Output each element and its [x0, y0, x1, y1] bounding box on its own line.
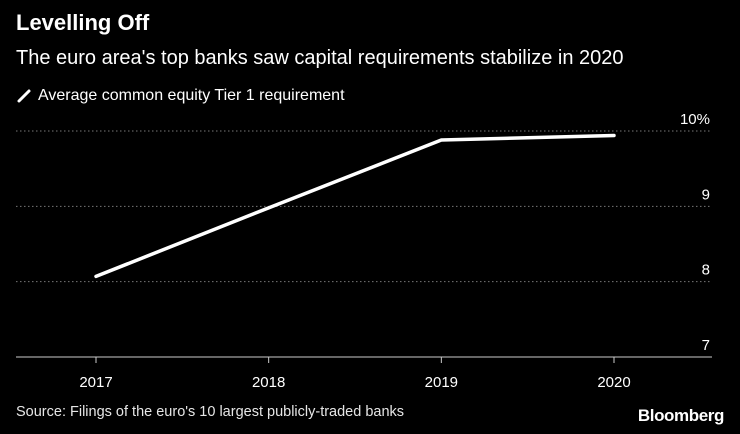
chart-title: Levelling Off	[16, 10, 150, 35]
legend-label: Average common equity Tier 1 requirement	[38, 87, 345, 104]
y-tick-label-9: 9	[702, 186, 710, 203]
x-tick-label-2019: 2019	[425, 374, 458, 391]
legend: Average common equity Tier 1 requirement	[16, 87, 345, 105]
chart-subtitle: The euro area's top banks saw capital re…	[16, 47, 624, 69]
legend-swatch-icon	[17, 89, 31, 103]
y-tick-label-10: 10%	[680, 111, 710, 128]
x-tick-label-2018: 2018	[252, 374, 285, 391]
series-line-0	[94, 133, 616, 279]
source-note: Source: Filings of the euro's 10 largest…	[16, 404, 405, 420]
x-tick-label-2020: 2020	[597, 374, 630, 391]
y-tick-label-8: 8	[702, 262, 710, 279]
x-tick-label-2017: 2017	[79, 374, 112, 391]
y-tick-label-7: 7	[702, 337, 710, 354]
bloomberg-logo: Bloomberg	[637, 406, 725, 425]
